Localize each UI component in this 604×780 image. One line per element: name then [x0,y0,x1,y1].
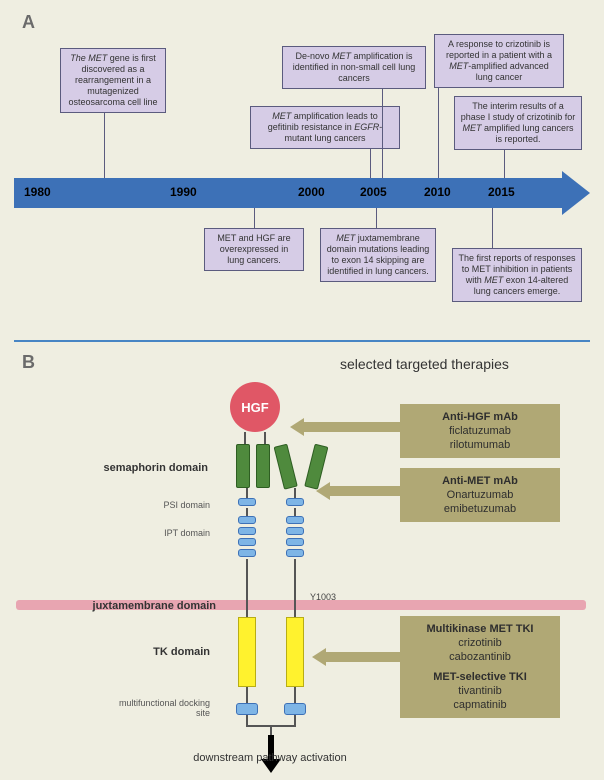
juxta-label: juxtamembrane domain [56,600,216,612]
timeline-tick: 2015 [488,185,515,199]
panel-b-label: B [22,352,35,373]
therapies-title: selected targeted therapies [340,356,509,372]
panel-a: A 1980 1990 2000 2005 2010 2015 The MET gene i… [0,0,604,340]
connector [376,208,377,228]
sema-block [236,444,250,488]
hgf-ligand: HGF [230,382,280,432]
timeline-event: The MET gene is first discovered as a re… [60,48,166,113]
psi-label: PSI domain [140,500,210,510]
connector [492,208,493,248]
connector [370,149,371,178]
docking-block [284,703,306,715]
timeline-tick: 2005 [360,185,387,199]
tk-block [286,617,304,687]
ipt-block [286,549,304,557]
therapy-box: Multikinase MET TKIcrizotinibcabozantini… [400,616,560,718]
panel-divider [14,340,590,342]
psi-block [238,498,256,506]
therapy-box: Anti-HGF mAbficlatuzumabrilotumumab [400,404,560,458]
multi-label: multifunctional docking site [110,698,210,718]
timeline-tick: 1980 [24,185,51,199]
timeline-event: MET juxtamembrane domain mutations leadi… [320,228,436,282]
sema-block [256,444,270,488]
timeline-event: A response to crizotinib is reported in … [434,34,564,88]
panel-a-label: A [22,12,35,33]
ipt-block [286,538,304,546]
timeline-tick: 2010 [424,185,451,199]
ipt-block [286,516,304,524]
therapy-box: Anti-MET mAbOnartuzumabemibetuzumab [400,468,560,522]
connector [254,208,255,228]
timeline-event: MET amplification leads to gefitinib res… [250,106,400,149]
docking-block [236,703,258,715]
hgf-text: HGF [241,400,268,415]
psi-block [286,498,304,506]
timeline-event: The first reports of responses to MET in… [452,248,582,302]
ipt-label: IPT domain [140,528,210,538]
timeline-tick: 1990 [170,185,197,199]
tk-block [238,617,256,687]
connector [104,113,105,178]
panel-b: B selected targeted therapies HGF [0,346,604,776]
sema-block [274,444,298,490]
downstream-label: downstream pathway activation [150,752,390,764]
met-receptor: HGF [200,382,360,762]
timeline-event: The interim results of a phase I study o… [454,96,582,150]
semaphorin-label: semaphorin domain [78,462,208,474]
connector [382,89,383,178]
ipt-block [238,527,256,535]
connector [438,88,439,178]
tk-label: TK domain [120,646,210,658]
connector [504,150,505,178]
ipt-block [238,516,256,524]
ipt-block [286,527,304,535]
timeline-event: MET and HGF are overexpressed in lung ca… [204,228,304,271]
y1003-label: Y1003 [310,592,336,602]
ipt-block [238,549,256,557]
ipt-block [238,538,256,546]
timeline-tick: 2000 [298,185,325,199]
timeline-event: De-novo MET amplification is identified … [282,46,426,89]
